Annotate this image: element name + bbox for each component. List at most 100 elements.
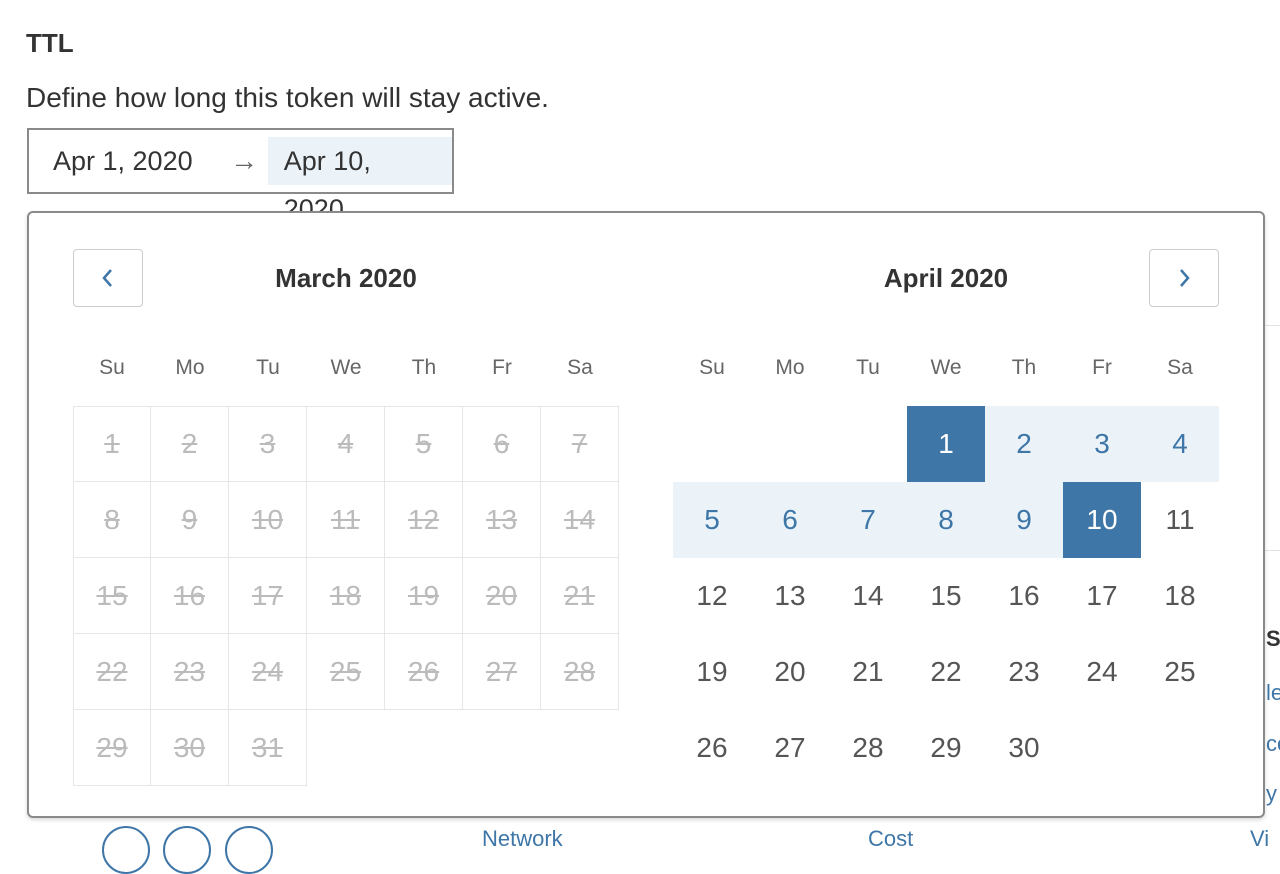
day-cell-disabled: 4 [307,406,385,482]
day-cell[interactable]: 18 [1164,580,1196,611]
day-cell[interactable]: 24 [1086,656,1118,687]
day-cell-disabled: 10 [229,482,307,558]
day-cell-disabled: 12 [385,482,463,558]
start-date-field[interactable]: Apr 1, 2020 [53,145,193,176]
day-cell-disabled: 20 [463,558,541,634]
day-cell-disabled: 7 [541,406,619,482]
weekday-header: Mo [775,356,805,379]
day-cell[interactable]: 15 [930,580,962,611]
background-circle-icon [163,826,211,874]
day-cell[interactable]: 8 [907,482,985,558]
day-cell-disabled: 16 [151,558,229,634]
day-cell-disabled: 15 [73,558,151,634]
background-circle-icon [225,826,273,874]
day-cell[interactable]: 19 [696,656,728,687]
day-cell-disabled: 27 [463,634,541,710]
day-cell[interactable]: 7 [829,482,907,558]
weekday-header: Sa [567,356,593,379]
day-cell[interactable]: 16 [1008,580,1040,611]
date-range-input[interactable]: Apr 1, 2020 → Apr 10, 2020 [27,128,454,224]
weekday-header: Tu [256,356,280,379]
day-cell[interactable]: 11 [1165,504,1195,535]
end-date-field[interactable]: Apr 10, 2020 [267,137,452,224]
day-cell[interactable]: 2 [985,406,1063,482]
weekday-header: Fr [1092,356,1112,379]
weekday-header: Fr [492,356,512,379]
day-cell-disabled: 18 [307,558,385,634]
section-title: TTL [26,28,74,58]
day-cell-disabled: 2 [151,406,229,482]
weekday-header: Mo [175,356,205,379]
day-cell-disabled: 26 [385,634,463,710]
day-cell[interactable]: 22 [930,656,962,687]
background-link-fragment[interactable]: y [1266,781,1277,806]
day-cell-disabled: 25 [307,634,385,710]
day-cell[interactable]: 6 [751,482,829,558]
background-circle-icon [102,826,150,874]
day-cell[interactable]: 29 [930,732,962,763]
empty-cell [751,406,829,482]
weekday-header: Th [411,356,437,379]
chevron-right-icon [1180,269,1190,287]
day-cell[interactable]: 26 [696,732,728,763]
background-fragment: Network [482,826,563,851]
day-cell[interactable]: 23 [1008,656,1040,687]
day-cell-disabled: 3 [229,406,307,482]
day-cell-disabled: 22 [73,634,151,710]
weekday-header: Su [699,356,725,379]
day-cell-disabled: 13 [463,482,541,558]
day-cell[interactable]: 3 [1063,406,1141,482]
date-range-picker: March 2020 April 2020 Su Mo Tu We Th Fr Sa 1 2 3 4… [27,211,1265,818]
day-cell-disabled: 28 [541,634,619,710]
prev-month-button[interactable] [73,249,143,307]
background-link-fragment[interactable]: le [1266,680,1280,705]
day-cell-disabled: 14 [541,482,619,558]
day-cell[interactable]: 4 [1141,406,1219,482]
background-fragment: Su [1266,626,1280,651]
arrow-right-icon: → [230,145,259,176]
day-cell[interactable]: 30 [1008,732,1040,763]
day-cell[interactable]: 12 [696,580,728,611]
chevron-left-icon [102,269,112,287]
day-cell-disabled: 29 [73,710,151,786]
weekday-header: Tu [856,356,880,379]
day-cell-selected[interactable]: 10 [1063,482,1141,558]
background-fragment: Cost [868,826,914,851]
day-cell[interactable]: 13 [774,580,806,611]
day-cell-disabled: 21 [541,558,619,634]
day-cell[interactable]: 28 [852,732,884,763]
next-month-button[interactable] [1149,249,1219,307]
day-cell[interactable]: 14 [852,580,884,611]
day-cell[interactable]: 20 [774,656,806,687]
day-cell-disabled: 9 [151,482,229,558]
day-cell[interactable]: 25 [1164,656,1196,687]
month-title-april: April 2020 [883,263,1009,293]
weekday-header: Sa [1167,356,1193,379]
day-cell[interactable]: 21 [852,656,884,687]
day-cell[interactable]: 9 [985,482,1063,558]
background-fragment: Vi [1250,826,1270,851]
day-cell[interactable]: 5 [673,482,751,558]
day-cell-disabled: 24 [229,634,307,710]
day-cell-selected[interactable]: 1 [907,406,985,482]
day-cell[interactable]: 27 [774,732,806,763]
background-divider [1265,325,1280,326]
day-cell-disabled: 8 [73,482,151,558]
weekday-header: We [930,356,962,379]
weekday-header: Th [1011,356,1037,379]
background-link-fragment[interactable]: co [1266,731,1280,756]
day-cell-disabled: 17 [229,558,307,634]
month-grid-march: Su Mo Tu We Th Fr Sa 1 2 3 4 5 6 7 8 9 10 11 12 13 14 15 16 17 1… [73,330,619,786]
day-cell-disabled: 23 [151,634,229,710]
empty-cell [673,406,751,482]
empty-cell [829,406,907,482]
day-cell-disabled: 30 [151,710,229,786]
day-cell-disabled: 1 [73,406,151,482]
day-cell[interactable]: 17 [1086,580,1118,611]
background-divider [1265,550,1280,551]
month-title-march: March 2020 [275,263,417,293]
day-cell-disabled: 6 [463,406,541,482]
month-grid-april: Su Mo Tu We Th Fr Sa 1 2 3 4 5 6 7 8 9 10 11 12 13 14 15 16 17 1… [673,330,1219,786]
day-cell-disabled: 31 [229,710,307,786]
day-cell-disabled: 11 [307,482,385,558]
